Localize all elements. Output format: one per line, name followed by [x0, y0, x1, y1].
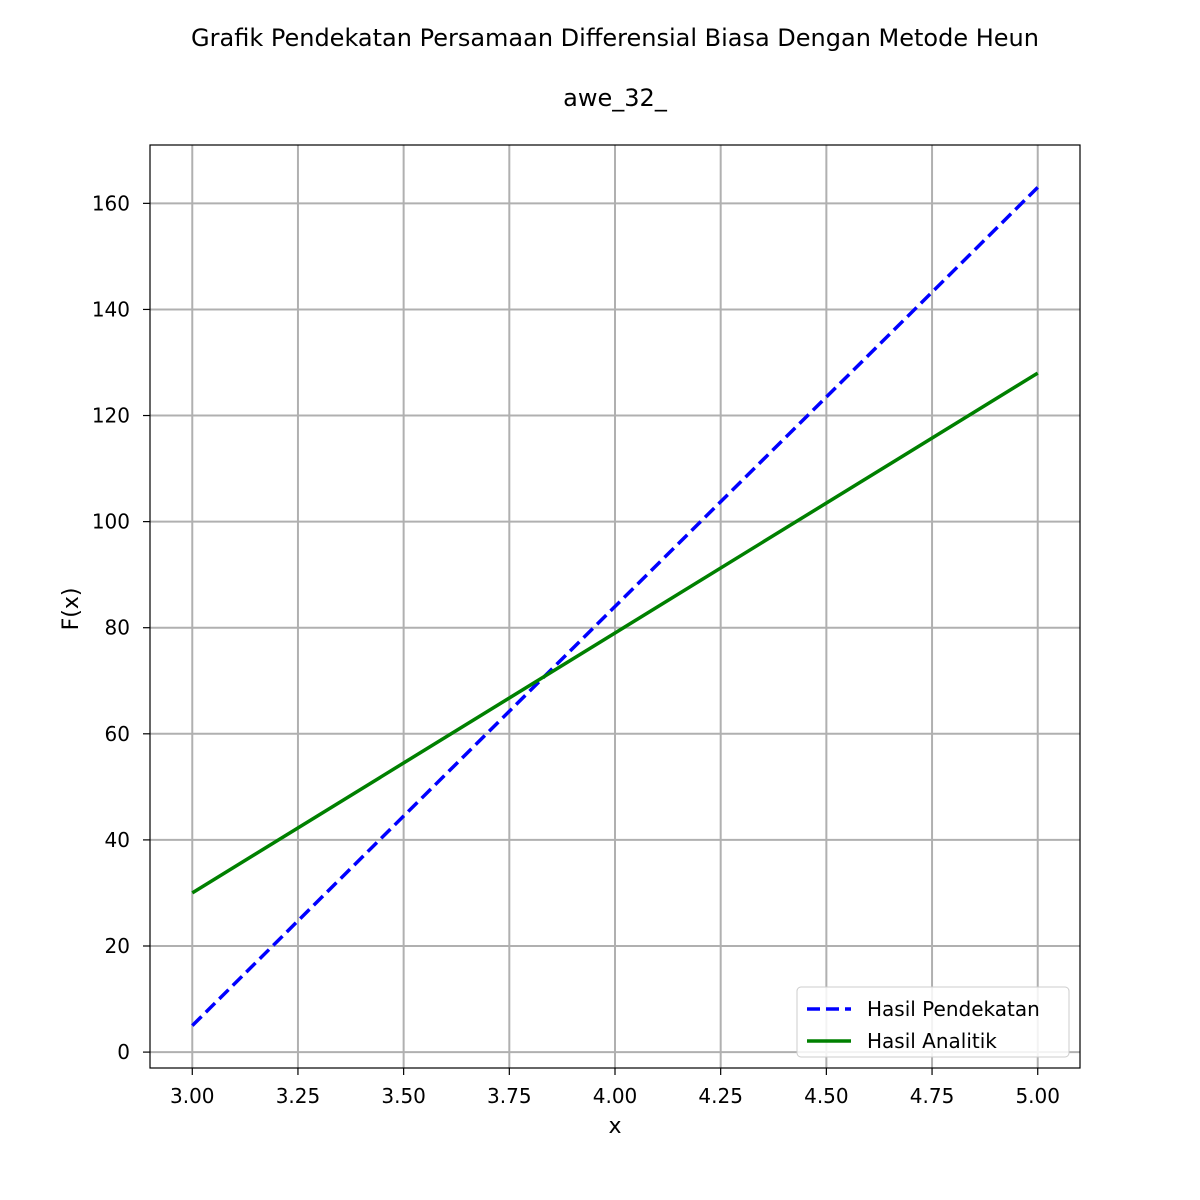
x-tick-label: 5.00 [1015, 1084, 1060, 1108]
legend: Hasil Pendekatan Hasil Analitik [796, 986, 1070, 1058]
chart-subtitle: awe_32_ [563, 84, 668, 112]
y-tick-label: 60 [105, 722, 130, 746]
x-tick-label: 4.75 [910, 1084, 955, 1108]
legend-box [796, 986, 1070, 1058]
y-tick-label: 40 [105, 828, 130, 852]
y-tick-label: 100 [92, 510, 130, 534]
x-tick-label: 3.50 [381, 1084, 426, 1108]
series-line-hasil-pendekatan [191, 186, 1039, 1027]
x-tick-label: 4.50 [804, 1084, 849, 1108]
x-tick-label: 3.25 [276, 1084, 321, 1108]
y-tick-label: 120 [92, 404, 130, 428]
series-line-hasil-analitik [191, 371, 1039, 895]
y-tick-label: 0 [117, 1040, 130, 1064]
y-axis-label: F(x) [59, 588, 84, 631]
y-tick-label: 160 [92, 191, 130, 215]
x-tick-label: 4.00 [593, 1084, 638, 1108]
x-axis-label: x [608, 1114, 621, 1139]
y-tick-label: 80 [105, 616, 130, 640]
legend-label-hasil-pendekatan: Hasil Pendekatan [867, 997, 1040, 1021]
legend-label-hasil-analitik: Hasil Analitik [867, 1029, 997, 1053]
y-tick-label: 140 [92, 297, 130, 321]
chart-title: Grafik Pendekatan Persamaan Differensial… [191, 24, 1039, 52]
y-tick-label: 20 [105, 934, 130, 958]
x-tick-label: 4.25 [698, 1084, 743, 1108]
grid [150, 145, 1080, 1068]
x-tick-label: 3.00 [170, 1084, 215, 1108]
x-tick-label: 3.75 [487, 1084, 532, 1108]
axis-ticks: 3.00 3.25 3.50 3.75 4.00 4.25 4.50 4.75 5.00 0 20 4… [92, 191, 1060, 1108]
plot-lines [191, 186, 1039, 1027]
